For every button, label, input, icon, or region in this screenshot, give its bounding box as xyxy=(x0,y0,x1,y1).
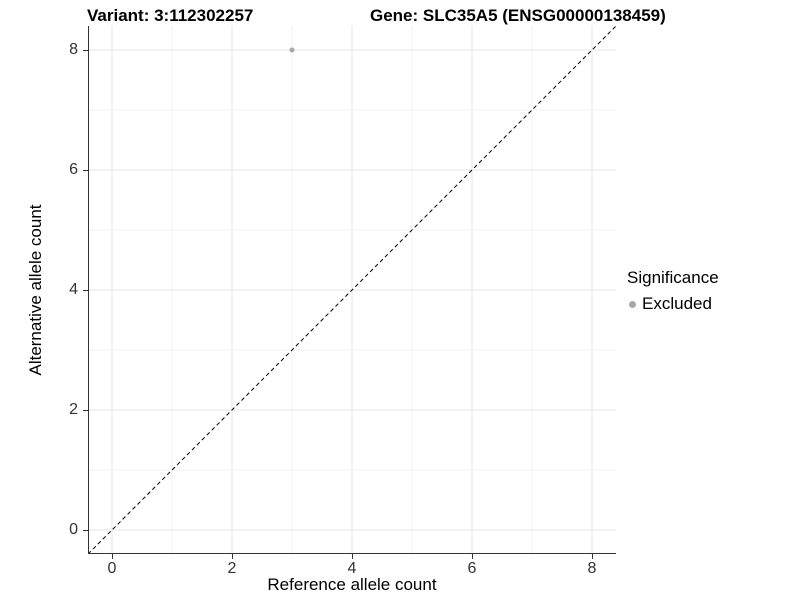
x-tick xyxy=(471,554,473,559)
y-tick-label: 2 xyxy=(69,401,78,418)
excluded-point-icon xyxy=(629,300,636,308)
y-axis-title: Alternative allele count xyxy=(26,204,45,376)
legend-item-excluded: Excluded xyxy=(629,294,719,314)
y-tick-label: 4 xyxy=(69,281,78,298)
y-tick-label: 6 xyxy=(69,161,78,178)
y-tick-label: 0 xyxy=(69,521,78,538)
y-tick xyxy=(83,409,88,411)
variant-title: Variant: 3:112302257 xyxy=(87,6,254,25)
x-tick-label: 6 xyxy=(467,560,477,577)
plot-panel xyxy=(87,25,617,555)
legend: Significance Excluded xyxy=(627,268,719,314)
x-tick xyxy=(351,554,353,559)
y-tick xyxy=(83,49,88,51)
x-tick-label: 4 xyxy=(347,560,357,577)
x-tick xyxy=(591,554,593,559)
x-tick xyxy=(111,554,113,559)
identity-reference-line xyxy=(87,25,617,555)
legend-title: Significance xyxy=(627,268,719,287)
legend-item-label: Excluded xyxy=(642,294,712,313)
y-tick xyxy=(83,529,88,531)
x-tick-label: 8 xyxy=(587,560,597,577)
x-tick-label: 2 xyxy=(227,560,237,577)
y-tick xyxy=(83,289,88,291)
scatter-plot-canvas xyxy=(87,25,617,555)
y-tick-label: 8 xyxy=(69,41,78,58)
y-tick xyxy=(83,169,88,171)
x-axis-title: Reference allele count xyxy=(267,575,437,594)
gene-title: Gene: SLC35A5 (ENSG00000138459) xyxy=(370,6,666,25)
data-point xyxy=(289,47,295,53)
x-tick xyxy=(231,554,233,559)
x-tick-label: 0 xyxy=(107,560,117,577)
